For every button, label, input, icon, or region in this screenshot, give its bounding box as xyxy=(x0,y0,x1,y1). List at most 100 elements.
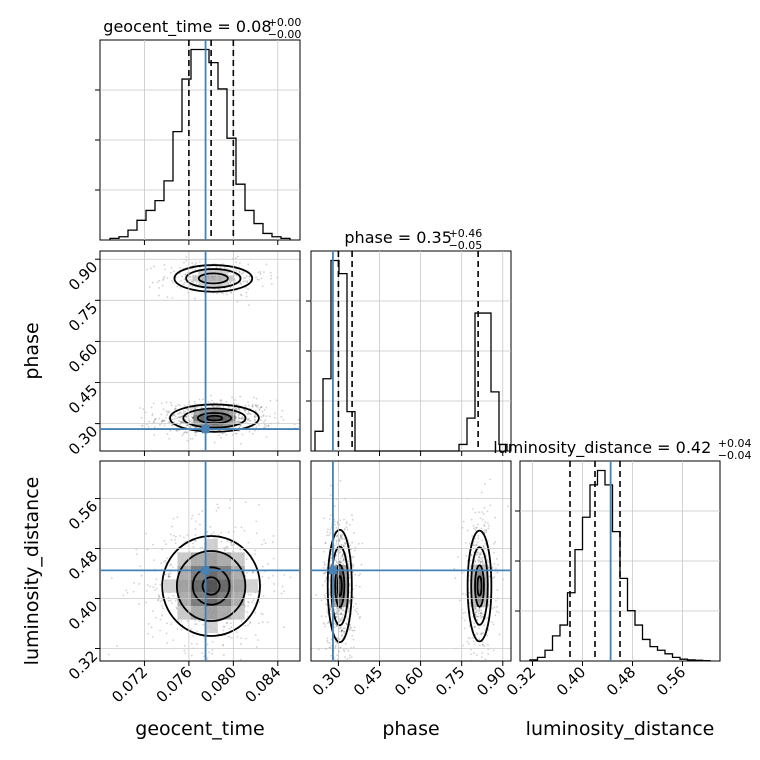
sample-point xyxy=(194,431,197,434)
sample-point xyxy=(329,612,332,615)
sample-point xyxy=(222,644,224,647)
sample-point xyxy=(342,648,345,651)
sample-point xyxy=(340,617,343,620)
sample-point xyxy=(343,650,346,653)
sample-point xyxy=(275,399,278,402)
density-cell xyxy=(164,579,178,593)
density-cell xyxy=(217,409,224,416)
sample-point xyxy=(342,544,345,547)
sample-point xyxy=(247,412,250,415)
sample-point xyxy=(322,622,325,624)
sample-point xyxy=(163,264,166,266)
sample-point xyxy=(173,414,175,416)
sample-point xyxy=(247,541,250,544)
sample-point xyxy=(154,589,156,592)
sample-point xyxy=(164,416,167,419)
sample-point xyxy=(340,543,343,546)
sample-point xyxy=(218,405,221,408)
sample-point xyxy=(464,541,467,544)
sample-point xyxy=(229,281,231,284)
sample-point xyxy=(249,622,252,625)
density-cell xyxy=(177,552,191,566)
sample-point xyxy=(488,566,491,569)
sample-point xyxy=(177,403,179,406)
title-main: geocent_time = 0.08 xyxy=(103,17,271,37)
sample-point xyxy=(339,627,342,629)
sample-point xyxy=(245,291,248,294)
sample-point xyxy=(352,638,355,641)
sample-point xyxy=(340,561,343,564)
sample-point xyxy=(153,559,156,562)
sample-point xyxy=(350,626,352,629)
sample-point xyxy=(329,484,332,487)
sample-point xyxy=(474,625,476,628)
sample-point xyxy=(339,534,342,536)
sample-point xyxy=(462,612,464,614)
sample-point xyxy=(335,539,338,542)
sample-point xyxy=(191,285,194,287)
sample-point xyxy=(158,596,161,599)
sample-point xyxy=(180,620,183,622)
pair-frame-geocent_time-luminosity_distance xyxy=(99,460,301,662)
sample-point xyxy=(226,545,229,548)
sample-point xyxy=(263,408,266,411)
density-cell xyxy=(342,589,349,595)
density-cell xyxy=(198,275,205,282)
sample-point xyxy=(207,536,210,539)
sample-point xyxy=(262,415,265,418)
sample-point xyxy=(344,630,346,633)
sample-point xyxy=(270,274,273,277)
sample-point xyxy=(182,432,185,435)
sample-point xyxy=(217,633,220,635)
sample-point xyxy=(340,607,342,610)
density-cell xyxy=(482,571,489,577)
density-cell xyxy=(190,579,205,593)
sample-point xyxy=(261,285,264,288)
density-cell xyxy=(216,275,223,282)
sample-point xyxy=(234,274,237,276)
density-cell xyxy=(210,275,217,282)
sample-point xyxy=(236,300,239,303)
xaxis-label-phase: phase xyxy=(382,718,439,740)
sample-point xyxy=(491,566,494,568)
sample-point xyxy=(240,526,243,529)
sample-point xyxy=(180,628,183,631)
sample-point xyxy=(173,270,175,273)
xtick-label: 0.30 xyxy=(309,663,345,699)
sample-point xyxy=(193,297,196,300)
sample-point xyxy=(481,652,484,654)
sample-point xyxy=(169,564,172,567)
sample-point xyxy=(167,576,170,578)
sample-point xyxy=(338,562,341,565)
sample-point xyxy=(479,553,482,555)
sample-point xyxy=(215,406,218,408)
sample-point xyxy=(239,643,242,646)
sample-point xyxy=(493,542,496,545)
sample-point xyxy=(293,423,296,426)
sample-point xyxy=(220,399,223,402)
sample-point xyxy=(339,619,342,621)
sample-point xyxy=(267,424,270,427)
sample-point xyxy=(323,623,326,626)
sample-point xyxy=(163,540,166,542)
sample-point xyxy=(261,613,264,616)
sample-point xyxy=(249,621,252,623)
sample-point xyxy=(215,509,218,512)
sample-point xyxy=(176,628,179,630)
sample-point xyxy=(472,527,475,530)
sample-point xyxy=(174,599,177,602)
sample-point xyxy=(482,613,484,616)
sample-point xyxy=(467,643,470,645)
sample-point xyxy=(352,556,355,558)
sample-point xyxy=(283,590,286,593)
sample-point xyxy=(122,594,125,597)
sample-point xyxy=(189,278,192,281)
sample-point xyxy=(153,418,156,421)
sample-point xyxy=(330,644,333,647)
sample-point xyxy=(174,407,177,410)
sample-point xyxy=(142,408,145,411)
sample-point xyxy=(348,609,350,612)
sample-point xyxy=(247,418,249,421)
sample-point xyxy=(190,408,193,410)
sample-point xyxy=(351,634,354,637)
